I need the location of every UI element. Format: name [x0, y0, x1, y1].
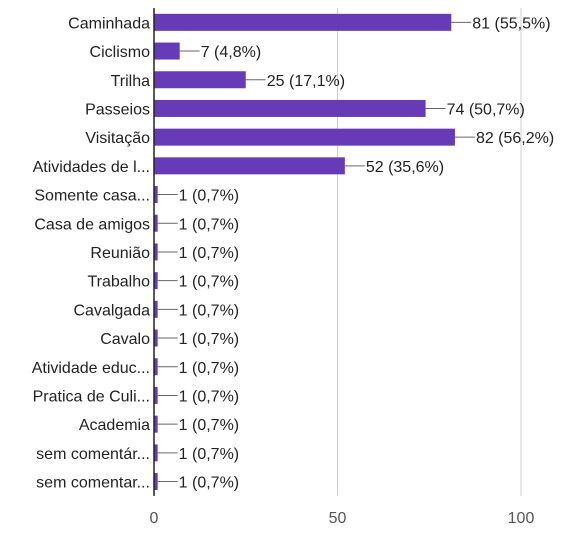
category-label: Visitação: [85, 130, 150, 147]
bar: [154, 42, 180, 60]
bar: [154, 272, 158, 290]
bar-value-label: 7 (4,8%): [201, 44, 261, 61]
bar-value-label: 74 (50,7%): [447, 101, 525, 118]
axis-layer: 0 50 100: [150, 8, 535, 527]
category-label: Cavalo: [100, 331, 150, 348]
category-label: sem comentar...: [36, 475, 150, 492]
bar: [154, 186, 158, 204]
bar-value-label: 81 (55,5%): [472, 15, 550, 32]
category-label: Pratica de Culi...: [33, 388, 150, 405]
bar: [154, 13, 452, 31]
category-label: Reunião: [90, 245, 150, 262]
bar: [154, 473, 158, 491]
bar: [154, 386, 158, 404]
bar-value-label: 1 (0,7%): [179, 188, 239, 205]
category-label: Trilha: [111, 73, 151, 90]
bar: [154, 214, 158, 232]
bar-value-label: 1 (0,7%): [179, 216, 239, 233]
bar: [154, 128, 455, 146]
bar-value-label: 1 (0,7%): [179, 446, 239, 463]
category-label: Passeios: [85, 101, 150, 118]
category-label: Atividade educ...: [32, 360, 150, 377]
bar: [154, 444, 158, 462]
bar: [154, 300, 158, 318]
category-label: sem comentár...: [36, 446, 150, 463]
x-tick-label: 0: [150, 510, 159, 527]
category-label: Trabalho: [87, 274, 150, 291]
bar: [154, 415, 158, 433]
bars-layer: [154, 13, 455, 491]
category-label: Cavalgada: [74, 302, 151, 319]
bar-value-label: 1 (0,7%): [179, 475, 239, 492]
bar: [154, 99, 426, 117]
bar: [154, 71, 246, 89]
category-label: Caminhada: [68, 15, 150, 32]
bar-value-label: 1 (0,7%): [179, 331, 239, 348]
bar-value-label: 1 (0,7%): [179, 302, 239, 319]
bar: [154, 329, 158, 347]
bar-value-label: 1 (0,7%): [179, 417, 239, 434]
bar-value-label: 52 (35,6%): [366, 159, 444, 176]
bar: [154, 157, 345, 175]
grid-layer: [337, 8, 522, 496]
bar: [154, 358, 158, 376]
x-tick-label: 100: [508, 510, 535, 527]
bar-value-label: 82 (56,2%): [476, 130, 554, 147]
category-label: Academia: [79, 417, 150, 434]
bar-value-label: 25 (17,1%): [267, 73, 345, 90]
bar-value-label: 1 (0,7%): [179, 360, 239, 377]
category-label: Casa de amigos: [34, 216, 150, 233]
x-tick-label: 50: [329, 510, 347, 527]
category-label: Somente casa...: [34, 188, 150, 205]
bar-value-label: 1 (0,7%): [179, 274, 239, 291]
bar: [154, 243, 158, 261]
bar-value-label: 1 (0,7%): [179, 388, 239, 405]
category-label: Atividades de l...: [33, 159, 150, 176]
category-label: Ciclismo: [90, 44, 151, 61]
labels-layer: 81 (55,5%) Caminhada 7 (4,8%) Ciclismo 25 (1…: [32, 15, 555, 491]
bar-value-label: 1 (0,7%): [179, 245, 239, 262]
